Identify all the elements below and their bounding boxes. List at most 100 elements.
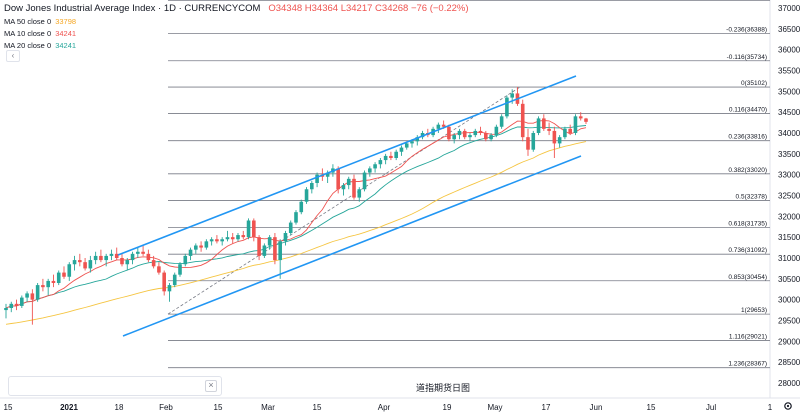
ma10-line — [5, 120, 587, 309]
candle — [484, 130, 488, 142]
candle — [299, 199, 304, 215]
candle — [494, 124, 499, 138]
candle — [267, 235, 272, 250]
candle — [162, 270, 166, 296]
candle — [362, 170, 367, 192]
candle — [526, 128, 530, 156]
indicator-ma10[interactable]: MA 10 close 0 34241 — [4, 29, 76, 38]
candle — [336, 166, 340, 194]
y-tick-label: 33000 — [778, 171, 800, 180]
fib-level-label: 0.382(33020) — [728, 167, 767, 174]
candle — [536, 116, 541, 136]
candle — [241, 230, 246, 240]
symbol-title[interactable]: Dow Jones Industrial Average Index · 1D … — [4, 3, 261, 14]
candle — [447, 124, 451, 142]
x-tick-label: 15 — [214, 403, 223, 412]
time-axis[interactable]: 15 2021 18 Feb 15 Mar 15 Apr 19 May 17 Jun 15 Jul 1 — [4, 403, 773, 412]
candle — [20, 295, 24, 308]
candle — [394, 149, 398, 161]
indicator-value: 33798 — [55, 17, 77, 26]
indicator-value: 34241 — [55, 29, 77, 38]
trend-channel[interactable] — [117, 75, 582, 337]
candle — [136, 247, 140, 258]
candle — [72, 255, 77, 271]
indicator-value: 34241 — [55, 41, 77, 50]
indicator-ma20[interactable]: MA 20 close 0 34241 — [4, 41, 76, 50]
candle — [199, 241, 203, 252]
chart-grid — [0, 0, 800, 399]
x-tick-label: 2021 — [60, 403, 78, 412]
candle — [41, 278, 45, 292]
candle — [283, 230, 288, 246]
candle — [93, 251, 98, 265]
fib-level-label: 0(35102) — [741, 80, 767, 87]
candle — [378, 158, 383, 169]
collapse-chevron-icon[interactable]: ‹ — [6, 50, 20, 62]
chart-watermark: 道指期货日图 — [416, 382, 470, 393]
candle — [557, 135, 562, 148]
candle — [357, 187, 362, 202]
channel-upper-line[interactable] — [117, 75, 577, 256]
candle — [9, 301, 14, 313]
fib-level-label: 0.236(33816) — [728, 134, 767, 141]
candle — [225, 230, 230, 242]
candle — [563, 126, 567, 140]
candle — [172, 272, 177, 288]
y-tick-label: 35000 — [778, 87, 800, 96]
indicator-ma50[interactable]: MA 50 close 0 33798 — [4, 17, 76, 26]
candle — [178, 262, 182, 277]
indicator-label: MA 10 close 0 — [4, 29, 52, 38]
candle — [220, 237, 224, 246]
x-tick-label: 18 — [115, 403, 124, 412]
candle — [4, 303, 8, 319]
ohlc-values: O34348 H34364 L34217 C34268 −76 (−0.22%) — [268, 3, 469, 14]
candle — [209, 237, 214, 246]
indicator-label: MA 50 close 0 — [4, 17, 52, 26]
fib-level-label: 0.116(34470) — [729, 106, 767, 113]
candle — [252, 218, 256, 242]
y-tick-label: 36500 — [778, 25, 800, 34]
x-tick-label: Mar — [261, 403, 275, 412]
channel-lower-line[interactable] — [122, 155, 582, 337]
candle — [584, 117, 588, 124]
candle — [204, 239, 209, 250]
candle — [452, 133, 456, 144]
candle — [35, 283, 40, 302]
close-icon[interactable]: × — [205, 380, 217, 392]
price-axis[interactable]: 28000 28500 29000 29500 30000 30500 31000 31500… — [778, 4, 800, 388]
ma50-line — [5, 141, 587, 325]
x-tick-label: May — [487, 403, 502, 412]
y-tick-label: 35500 — [778, 67, 800, 76]
candle — [109, 249, 114, 261]
x-tick-label: 15 — [313, 403, 322, 412]
fibonacci-retracement[interactable]: -0.382(37184)-0.236(36388)-0.116(35734)0… — [167, 0, 770, 369]
candle — [62, 266, 66, 279]
candle — [51, 274, 56, 288]
candle — [515, 87, 520, 106]
candle — [389, 151, 393, 161]
candle — [352, 174, 356, 200]
candle — [273, 233, 277, 265]
candle — [473, 128, 478, 138]
candle — [30, 289, 35, 325]
candle — [25, 291, 29, 302]
candle — [578, 112, 583, 121]
candle — [125, 258, 130, 271]
chart-header: Dow Jones Industrial Average Index · 1D … — [4, 3, 469, 14]
x-tick-label: 15 — [647, 403, 656, 412]
candle — [547, 122, 551, 136]
candle — [568, 124, 572, 136]
candle — [373, 162, 377, 173]
candle — [215, 235, 219, 244]
x-tick-label: Jun — [590, 403, 603, 412]
fib-level-label: 0.736(31092) — [728, 247, 767, 254]
candle — [167, 283, 172, 302]
candle — [304, 187, 309, 204]
candle — [56, 270, 61, 286]
settings-gear-icon[interactable] — [784, 402, 792, 410]
bottom-panel: × — [8, 376, 222, 396]
candle — [114, 247, 119, 261]
candle — [67, 262, 72, 281]
fib-level-label: 1.236(28367) — [728, 361, 767, 368]
